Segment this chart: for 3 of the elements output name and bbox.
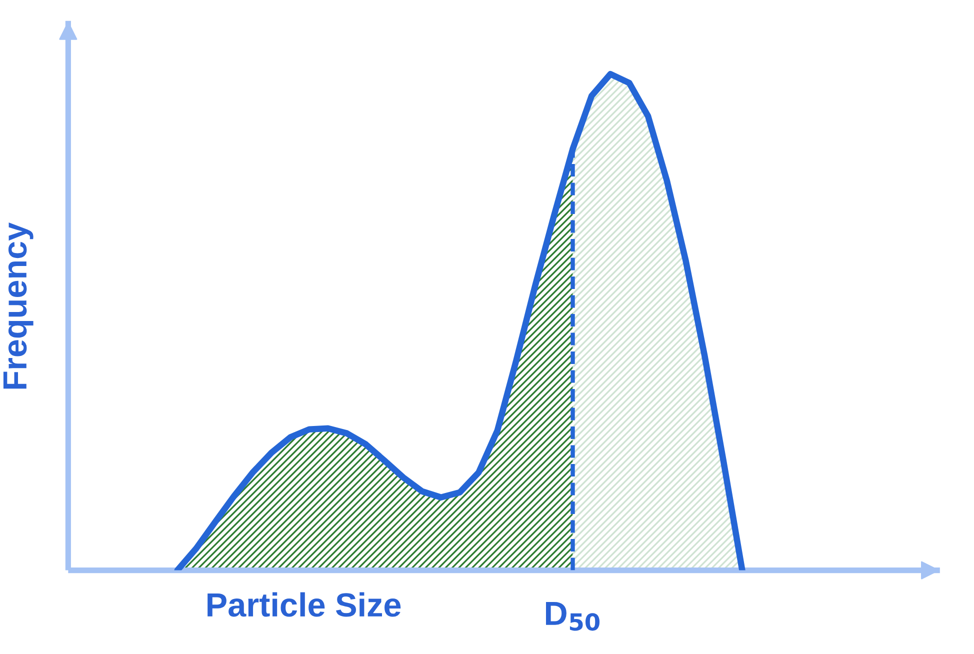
x-axis-title: Particle Size: [208, 592, 401, 617]
text: D$_{50}$: [546, 602, 600, 631]
y-axis-title: Frequency: [3, 222, 34, 389]
